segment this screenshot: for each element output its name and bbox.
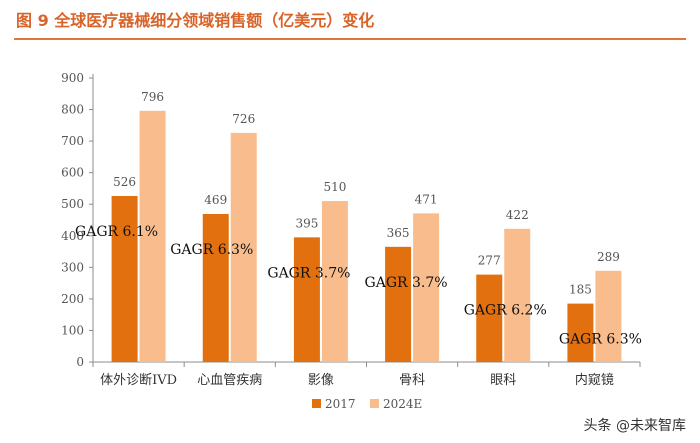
bar-2017 bbox=[293, 237, 320, 362]
y-tick-label: 900 bbox=[61, 71, 84, 85]
bar-2017 bbox=[111, 196, 138, 362]
x-category-label: 心血管疾病 bbox=[197, 373, 262, 388]
bar-2017 bbox=[567, 303, 594, 362]
bar-2024e bbox=[595, 270, 622, 362]
y-tick-label: 700 bbox=[61, 134, 84, 148]
y-tick-label: 800 bbox=[61, 103, 84, 117]
y-tick-label: 300 bbox=[61, 260, 84, 274]
data-label-2017: 395 bbox=[295, 216, 318, 230]
y-tick-label: 600 bbox=[61, 166, 84, 180]
bar-2024e bbox=[413, 213, 440, 362]
x-category-label: 影像 bbox=[308, 373, 334, 388]
bar-2024e bbox=[230, 132, 257, 362]
legend-label-2024e: 2024E bbox=[383, 397, 422, 411]
y-tick-label: 400 bbox=[61, 229, 84, 243]
title-divider bbox=[14, 38, 686, 40]
bar-2024e bbox=[321, 201, 348, 362]
data-label-2024e: 289 bbox=[597, 250, 620, 264]
data-label-2024e: 510 bbox=[323, 180, 346, 194]
data-label-2024e: 471 bbox=[415, 192, 438, 206]
data-label-2017: 526 bbox=[113, 175, 136, 189]
cagr-annotation: GAGR 6.3% bbox=[170, 242, 253, 258]
data-label-2017: 185 bbox=[569, 283, 592, 297]
data-label-2017: 469 bbox=[204, 193, 227, 207]
x-category-label: 内窥镜 bbox=[575, 372, 614, 388]
x-category-label: 骨科 bbox=[399, 373, 425, 388]
cagr-annotation: GAGR 6.3% bbox=[559, 332, 642, 348]
data-label-2024e: 796 bbox=[141, 90, 164, 104]
bar-2024e bbox=[504, 228, 531, 362]
y-tick-label: 200 bbox=[61, 292, 84, 306]
cagr-annotation: GAGR 3.7% bbox=[365, 275, 448, 291]
cagr-annotation: GAGR 6.1% bbox=[75, 224, 158, 240]
x-category-label: 眼科 bbox=[490, 373, 516, 388]
cagr-annotation: GAGR 6.2% bbox=[464, 303, 547, 319]
bar-2017 bbox=[202, 214, 229, 362]
legend-swatch-2024e bbox=[370, 399, 379, 408]
data-label-2017: 365 bbox=[387, 226, 410, 240]
y-tick-label: 100 bbox=[61, 323, 84, 337]
bar-2017 bbox=[385, 246, 412, 362]
bar-2017 bbox=[476, 274, 503, 362]
data-label-2017: 277 bbox=[478, 254, 501, 268]
y-tick-label: 500 bbox=[61, 197, 84, 211]
data-label-2024e: 726 bbox=[232, 112, 255, 126]
data-label-2024e: 422 bbox=[506, 208, 529, 222]
x-category-label: 体外诊断IVD bbox=[100, 373, 177, 388]
chart-title: 图 9 全球医疗器械细分领域销售额（亿美元）变化 bbox=[16, 11, 375, 30]
watermark: 头条 @未来智库 bbox=[583, 418, 686, 434]
cagr-annotation: GAGR 3.7% bbox=[267, 265, 350, 281]
legend-label-2017: 2017 bbox=[325, 397, 356, 411]
bar-2024e bbox=[139, 110, 166, 362]
legend-swatch-2017 bbox=[312, 399, 321, 408]
y-tick-label: 0 bbox=[76, 355, 84, 369]
